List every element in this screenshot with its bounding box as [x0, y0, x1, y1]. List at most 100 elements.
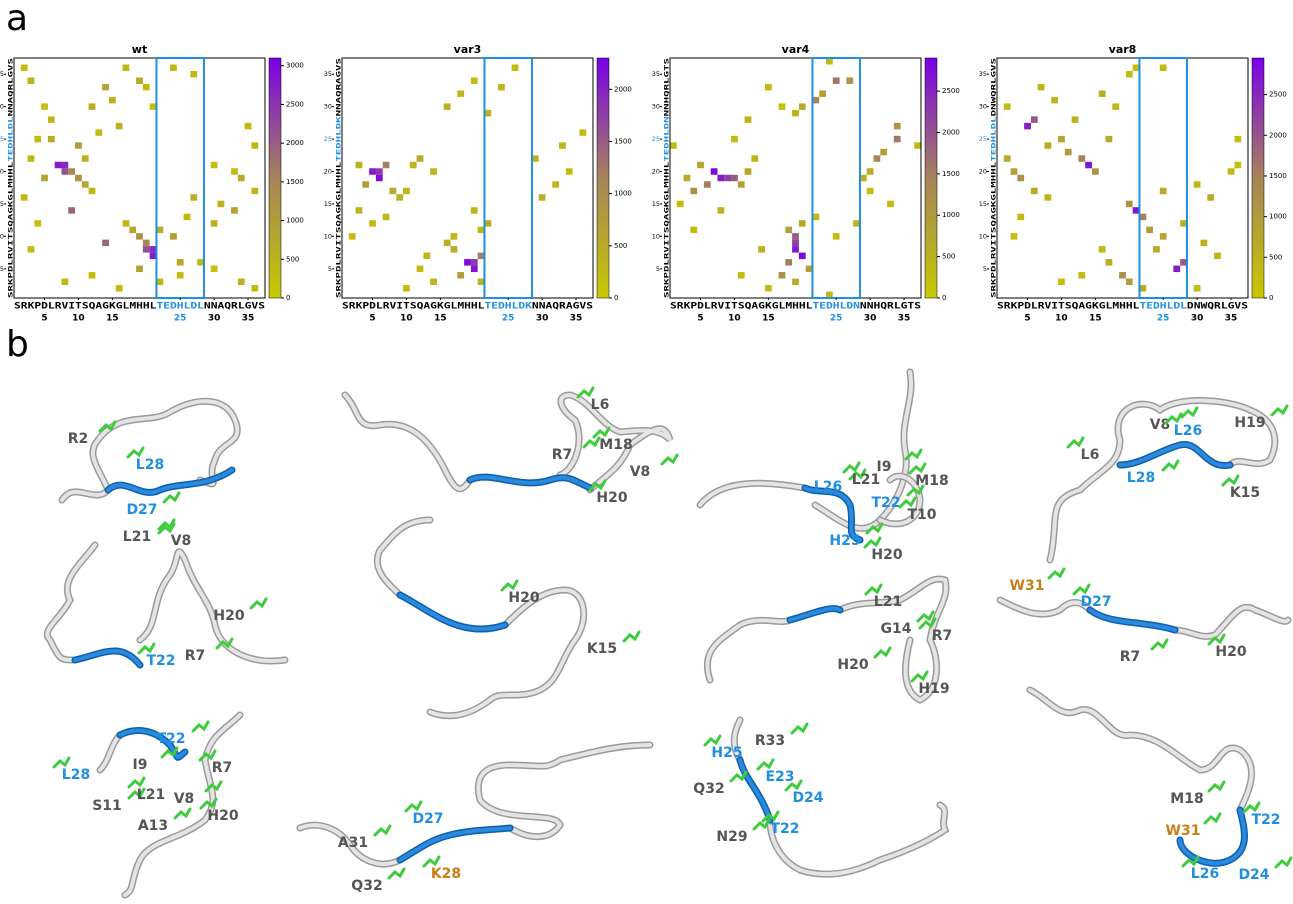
residue-label: V8 — [1150, 417, 1171, 433]
residue-label: D24 — [1238, 867, 1269, 883]
heatmap-cell — [251, 188, 258, 194]
heatmap-cell — [792, 246, 799, 252]
heatmap-cell — [170, 64, 177, 70]
heatmap-cell — [143, 84, 150, 90]
heatmap-cell — [799, 253, 806, 259]
residue-label: M18 — [599, 437, 632, 453]
x-tick-label: 25 — [830, 314, 843, 324]
heatmap-cell — [566, 168, 573, 174]
heatmap-cell — [1201, 240, 1208, 246]
side-chain — [1205, 814, 1220, 823]
heatmap-cell — [1085, 162, 1092, 168]
heatmap-cell — [1072, 116, 1079, 122]
colorbar-tick-label: 1000 — [614, 190, 632, 198]
colorbar-tick-label: 1000 — [942, 211, 960, 219]
residue-label: L21 — [123, 529, 151, 545]
heatmap-cell — [356, 162, 363, 168]
heatmap-cell — [1160, 188, 1167, 194]
heatmap-cell — [444, 240, 451, 246]
heatmap-cell — [1011, 168, 1018, 174]
y-tick-label: 15 — [979, 200, 987, 208]
heatmap-cell — [150, 253, 157, 259]
heatmap-cell — [484, 220, 491, 226]
heatmap-cell — [89, 188, 96, 194]
heatmap-cell — [349, 233, 356, 239]
heatmap-cell — [1106, 259, 1113, 265]
heatmap-cell — [211, 162, 218, 168]
sequence-suffix: DNWQRLGVS — [1187, 302, 1248, 312]
colorbar-tick-label: 500 — [286, 255, 299, 263]
residue-label: T22 — [146, 653, 175, 669]
heatmap-cell — [792, 240, 799, 246]
residue-label: V8 — [630, 464, 651, 480]
heatmap-cell — [1004, 155, 1011, 161]
heatmap-cell — [846, 77, 853, 83]
heatmap-cell — [1173, 266, 1180, 272]
heatmap-cell — [792, 279, 799, 285]
heatmap-cell — [478, 279, 485, 285]
x-tick-label: 35 — [1225, 314, 1238, 324]
side-chain — [375, 826, 390, 835]
x-tick-label: 10 — [400, 314, 413, 324]
heatmap-cell — [376, 175, 383, 181]
y-tick-label: 15 — [652, 200, 660, 208]
heatmap-cell — [690, 227, 697, 233]
tube — [430, 590, 584, 716]
heatmap-cell — [383, 162, 390, 168]
heatmap-cell — [1214, 253, 1221, 259]
y-tick-label: 5 — [983, 265, 987, 273]
tube-outline — [707, 620, 790, 680]
heatmap-cell — [1180, 259, 1187, 265]
heatmap-cell — [451, 233, 458, 239]
y-tick-label: 10 — [0, 232, 4, 240]
heatmap-cell — [190, 194, 197, 200]
heatmap-cell — [914, 142, 921, 148]
side-chain — [502, 581, 517, 590]
heatmap-cell — [89, 272, 96, 278]
heatmap-cell — [1133, 64, 1140, 70]
heatmap-cell — [41, 103, 48, 109]
colorbar-tick-label: 0 — [286, 294, 290, 302]
residue-label: H19 — [1234, 415, 1265, 431]
heatmap-cell — [874, 155, 881, 161]
y-tick-label: 20 — [979, 168, 987, 176]
y-tick-label: 10 — [979, 232, 987, 240]
residue-label: S11 — [92, 798, 122, 814]
colorbar-tick-label: 500 — [942, 253, 955, 261]
tube-outline — [377, 520, 430, 595]
colorbar-tick-label: 2000 — [1269, 131, 1287, 139]
colorbar-tick-label: 2000 — [942, 128, 960, 136]
heatmap-cell — [1126, 279, 1133, 285]
heatmap-cell — [812, 97, 819, 103]
y-sequence-highlight: TEDHLDL — [8, 116, 15, 162]
heatmap-cell — [1099, 90, 1106, 96]
heatmap-cell — [1024, 123, 1031, 129]
sequence-highlight: TEDHLDL — [156, 302, 204, 312]
y-tick-label: 25 — [979, 135, 987, 143]
y-tick-label: 30 — [324, 103, 332, 111]
heatmap-cell — [1112, 103, 1119, 109]
tube — [770, 805, 945, 874]
heatmap-cell — [806, 266, 813, 272]
sequence-suffix: NNHQRLGTS — [860, 302, 921, 312]
heatmap-cell — [731, 175, 738, 181]
side-chain — [866, 585, 881, 594]
colorbar-tick-label: 2500 — [942, 87, 960, 95]
colorbar-tick-label: 2000 — [614, 85, 632, 93]
heatmap-cell — [471, 266, 478, 272]
heatmap-cell — [552, 181, 559, 187]
x-tick-label: 5 — [41, 314, 47, 324]
heatmap-cell — [48, 136, 55, 142]
heatmap-cell — [1153, 246, 1160, 252]
y-tick-label: 10 — [652, 232, 660, 240]
heatmap-cell — [457, 272, 464, 278]
heatmap-cell — [102, 84, 109, 90]
y-sequence-prefix: SRKPDLRVITSQAGKGLMHHL — [8, 161, 15, 298]
y-tick-label: 5 — [0, 265, 4, 273]
y-tick-label: 35 — [324, 70, 332, 78]
y-sequence-prefix: SRKPDLRVITSQAGKGLMHHL — [991, 161, 998, 298]
heatmap-cell — [417, 155, 424, 161]
side-chain — [731, 772, 746, 781]
heatmap-cell — [369, 168, 376, 174]
tube — [707, 620, 790, 680]
